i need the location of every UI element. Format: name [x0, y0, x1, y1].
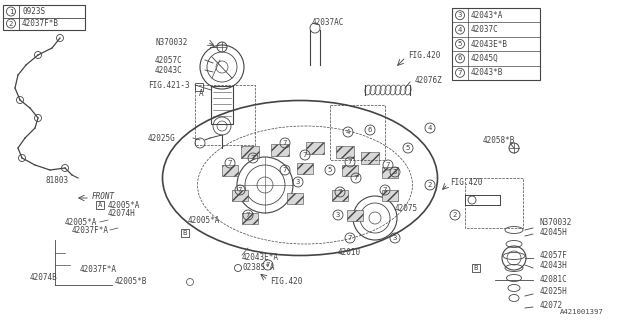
Text: 7: 7	[283, 140, 287, 146]
Text: B: B	[474, 265, 478, 271]
Text: 7: 7	[458, 70, 462, 76]
Text: 7: 7	[348, 235, 352, 241]
FancyBboxPatch shape	[306, 142, 324, 154]
Text: 3: 3	[296, 179, 300, 185]
Text: FIG.420: FIG.420	[408, 51, 440, 60]
Text: 7: 7	[303, 152, 307, 158]
FancyBboxPatch shape	[382, 189, 398, 201]
Text: N370032: N370032	[540, 218, 572, 227]
Text: 42005*B: 42005*B	[115, 277, 147, 286]
Text: 42074B: 42074B	[30, 274, 58, 283]
Text: 42043*B: 42043*B	[471, 68, 504, 77]
Text: 2: 2	[428, 182, 432, 188]
Text: 0923S: 0923S	[22, 7, 45, 16]
FancyBboxPatch shape	[232, 189, 248, 201]
Text: 3: 3	[393, 169, 397, 175]
Text: 42043E*B: 42043E*B	[471, 39, 508, 49]
Text: 7: 7	[246, 212, 250, 218]
Text: 7: 7	[251, 155, 255, 161]
Text: 42010: 42010	[338, 247, 361, 257]
Text: 4: 4	[428, 125, 432, 131]
Text: N370032: N370032	[155, 37, 188, 46]
Text: 42037AC: 42037AC	[312, 18, 344, 27]
Text: 6: 6	[368, 127, 372, 133]
Text: A421001397: A421001397	[560, 309, 604, 315]
Text: 42043*A: 42043*A	[471, 11, 504, 20]
Text: 1: 1	[9, 9, 13, 14]
Text: 7: 7	[283, 167, 287, 173]
Text: 42005*A: 42005*A	[65, 218, 97, 227]
Text: 42043H: 42043H	[540, 261, 568, 270]
Text: 42037F*B: 42037F*B	[22, 19, 59, 28]
Text: 42076Z: 42076Z	[415, 76, 443, 84]
Text: 42072: 42072	[540, 300, 563, 309]
Text: 42037F*A: 42037F*A	[80, 266, 117, 275]
Text: 5: 5	[406, 145, 410, 151]
Text: 7: 7	[228, 160, 232, 166]
FancyBboxPatch shape	[361, 152, 379, 164]
Text: A: A	[98, 202, 102, 208]
FancyBboxPatch shape	[382, 166, 398, 178]
Text: A: A	[199, 89, 204, 98]
Text: 0238S*A: 0238S*A	[242, 263, 275, 273]
FancyBboxPatch shape	[271, 144, 289, 156]
FancyBboxPatch shape	[222, 164, 238, 175]
Text: FIG.420: FIG.420	[270, 277, 302, 286]
FancyBboxPatch shape	[336, 146, 354, 158]
Text: 2: 2	[453, 212, 457, 218]
FancyBboxPatch shape	[332, 189, 348, 201]
Text: 4: 4	[458, 27, 462, 33]
Text: 2: 2	[9, 20, 13, 27]
Text: 42043E*A: 42043E*A	[242, 253, 279, 262]
FancyBboxPatch shape	[241, 146, 259, 158]
Text: FIG.421-3: FIG.421-3	[148, 81, 189, 90]
Text: 42045H: 42045H	[540, 228, 568, 236]
FancyBboxPatch shape	[342, 164, 358, 175]
Text: 7: 7	[383, 187, 387, 193]
FancyBboxPatch shape	[297, 163, 313, 173]
Text: 81803: 81803	[45, 175, 68, 185]
Text: 6: 6	[458, 55, 462, 61]
Text: 42005*A: 42005*A	[188, 215, 220, 225]
Text: 4: 4	[346, 129, 350, 135]
Text: 42058*B: 42058*B	[483, 135, 515, 145]
Text: 42081C: 42081C	[540, 276, 568, 284]
Text: 3: 3	[336, 212, 340, 218]
Text: 7: 7	[338, 189, 342, 195]
Text: FIG.420: FIG.420	[450, 178, 483, 187]
FancyBboxPatch shape	[242, 212, 258, 223]
Text: 7: 7	[266, 262, 270, 268]
Text: 5: 5	[458, 41, 462, 47]
Text: 3: 3	[393, 235, 397, 241]
Text: 42075: 42075	[395, 204, 418, 212]
Text: 7: 7	[386, 162, 390, 168]
Text: 7: 7	[238, 187, 242, 193]
Text: 3: 3	[458, 12, 462, 18]
Text: 42005*A: 42005*A	[108, 201, 140, 210]
Text: 42074H: 42074H	[108, 209, 136, 218]
Text: 42057C: 42057C	[155, 55, 183, 65]
Text: 42025G: 42025G	[148, 133, 176, 142]
Text: 42037F*A: 42037F*A	[72, 226, 109, 235]
Text: 42045Q: 42045Q	[471, 54, 499, 63]
Text: 5: 5	[328, 167, 332, 173]
Text: 42057F: 42057F	[540, 252, 568, 260]
Text: 42037C: 42037C	[471, 25, 499, 34]
FancyBboxPatch shape	[287, 193, 303, 204]
Text: 7: 7	[348, 159, 352, 165]
FancyBboxPatch shape	[347, 210, 363, 220]
Text: 7: 7	[354, 175, 358, 181]
Text: FRONT: FRONT	[92, 191, 115, 201]
Text: B: B	[183, 230, 187, 236]
Text: 42025H: 42025H	[540, 287, 568, 297]
Text: 42043C: 42043C	[155, 66, 183, 75]
